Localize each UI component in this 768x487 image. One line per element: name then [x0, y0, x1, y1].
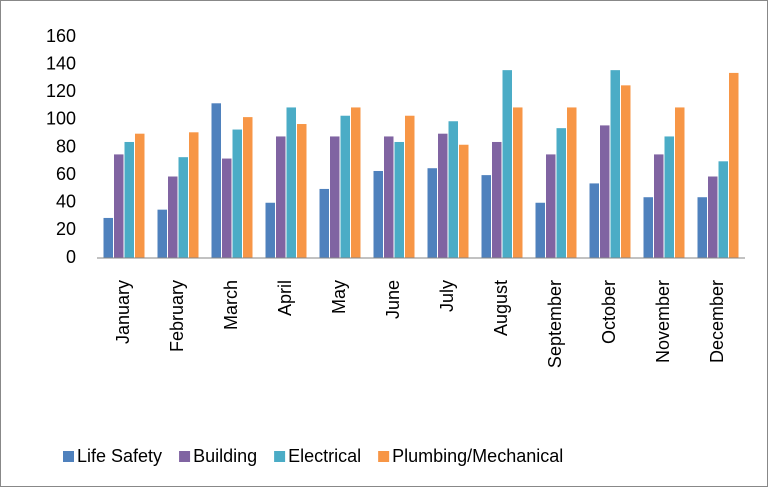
bar	[729, 72, 739, 258]
bar	[654, 154, 664, 258]
bar	[438, 133, 448, 258]
bar	[481, 175, 491, 258]
bar	[373, 170, 383, 258]
legend-swatch	[378, 451, 390, 462]
bar	[708, 176, 718, 258]
bar	[124, 141, 134, 258]
bar	[556, 128, 566, 258]
y-tick-label: 80	[56, 136, 76, 156]
legend-label: Plumbing/Mechanical	[392, 446, 563, 466]
x-tick-label: October	[599, 280, 619, 344]
bar	[297, 124, 307, 258]
x-tick-label: June	[383, 280, 403, 319]
bar	[384, 136, 394, 258]
x-tick-label: July	[437, 280, 457, 312]
bar	[502, 70, 512, 259]
x-tick-label: September	[545, 280, 565, 368]
bar	[276, 136, 286, 258]
bar	[492, 141, 502, 258]
bar	[265, 202, 275, 258]
y-tick-label: 20	[56, 219, 76, 239]
bar	[178, 157, 188, 258]
x-tick-label: August	[491, 280, 511, 336]
bar	[103, 217, 113, 258]
bar	[319, 188, 329, 258]
y-tick-label: 140	[46, 53, 76, 73]
bar	[675, 107, 685, 258]
bar	[168, 176, 178, 258]
x-tick-label: November	[653, 280, 673, 363]
bar	[114, 154, 124, 258]
bar	[330, 136, 340, 258]
legend-label: Electrical	[288, 446, 361, 466]
y-tick-label: 40	[56, 192, 76, 212]
y-tick-label: 60	[56, 164, 76, 184]
bar	[664, 136, 674, 258]
bar	[394, 141, 404, 258]
bar	[600, 125, 610, 259]
y-tick-label: 100	[46, 109, 76, 129]
bar	[610, 70, 620, 259]
x-tick-label: April	[275, 280, 295, 316]
bar	[718, 161, 728, 258]
bar	[459, 144, 469, 258]
x-tick-label: February	[167, 280, 187, 352]
bar	[405, 115, 415, 258]
bar	[427, 168, 437, 258]
legend-swatch	[63, 451, 74, 462]
y-tick-label: 160	[46, 26, 76, 46]
x-tick-label: March	[221, 280, 241, 330]
x-tick-label: May	[329, 280, 349, 314]
y-tick-label: 0	[66, 247, 76, 267]
legend-label: Life Safety	[77, 446, 162, 466]
bar	[286, 107, 296, 258]
x-tick-label: December	[707, 280, 727, 363]
bar	[135, 133, 145, 258]
bar	[232, 129, 242, 258]
bar	[448, 121, 458, 258]
bar	[697, 197, 707, 258]
bar	[589, 183, 599, 258]
bar	[222, 158, 232, 258]
legend-swatch	[274, 451, 286, 462]
bar	[340, 115, 350, 258]
bar	[513, 107, 523, 258]
legend-swatch	[179, 451, 191, 462]
x-tick-label: January	[113, 280, 133, 344]
bar	[351, 107, 361, 258]
bar	[157, 209, 167, 258]
bar	[643, 197, 653, 258]
bar	[621, 85, 631, 258]
bar	[189, 132, 199, 258]
y-tick-label: 120	[46, 81, 76, 101]
bar	[546, 154, 556, 258]
bar	[535, 202, 545, 258]
bar	[243, 117, 253, 258]
legend-label: Building	[193, 446, 257, 466]
bar	[567, 107, 577, 258]
bar	[211, 103, 221, 258]
